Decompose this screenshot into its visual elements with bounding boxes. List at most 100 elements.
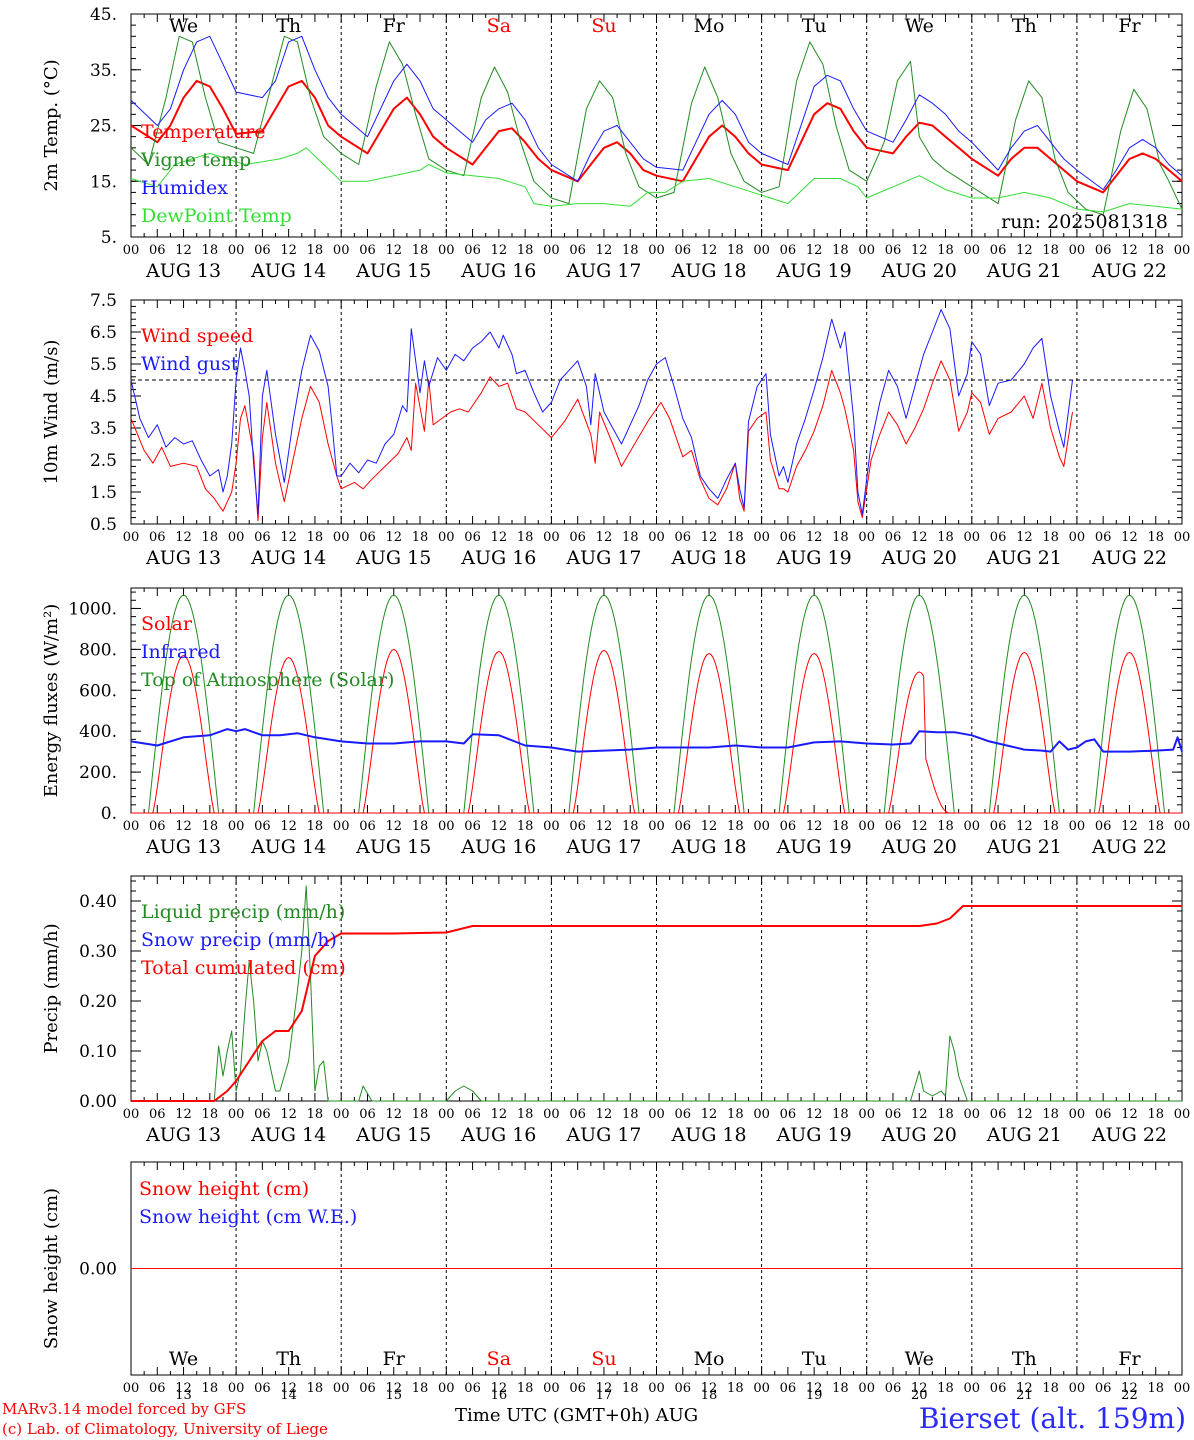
hour-tick-label: 18 (517, 1381, 534, 1396)
hour-tick-label: 00 (333, 1107, 350, 1122)
hour-tick-label: 12 (911, 1107, 928, 1122)
hour-tick-label: 18 (1147, 243, 1164, 258)
date-label: AUG 13 (145, 547, 221, 569)
hour-tick-label: 12 (385, 530, 402, 545)
weekday-label: Tu (802, 1348, 827, 1370)
hour-tick-label: 18 (517, 1107, 534, 1122)
hour-tick-label: 12 (1121, 243, 1138, 258)
hour-tick-label: 00 (123, 1381, 140, 1396)
solar-line (1098, 651, 1161, 814)
hour-tick-label: 18 (412, 530, 429, 545)
liquid-precip-mm-h--line (131, 885, 1182, 1102)
hour-tick-label: 12 (1016, 243, 1033, 258)
hour-tick-label: 12 (911, 1381, 928, 1396)
hour-tick-label: 06 (464, 1107, 481, 1122)
hour-tick-label: 12 (1016, 1381, 1033, 1396)
hour-tick-label: 18 (622, 819, 639, 834)
date-label: AUG 16 (460, 260, 536, 282)
y-tick-label: 3.5 (90, 419, 117, 439)
legend-entry: Total cumulated (cm) (141, 957, 346, 979)
hour-tick-label: 18 (832, 243, 849, 258)
y-tick-label: 1.5 (90, 483, 117, 503)
hour-tick-label: 00 (964, 1107, 981, 1122)
station-name: Bierset (alt. 159m) (918, 1402, 1186, 1435)
hour-tick-label: 12 (596, 1381, 613, 1396)
date-label: AUG 21 (986, 1124, 1062, 1146)
date-label: AUG 21 (986, 547, 1062, 569)
temperature-line (130, 79, 1183, 194)
hour-tick-label: 00 (1174, 819, 1191, 834)
date-label: AUG 19 (776, 1124, 852, 1146)
weekday-label: Fr (1118, 15, 1141, 37)
hour-tick-label: 12 (911, 243, 928, 258)
y-tick-label: 25. (90, 117, 117, 137)
hour-tick-label: 12 (1016, 819, 1033, 834)
hour-tick-label: 00 (228, 530, 245, 545)
hour-tick-label: 12 (911, 819, 928, 834)
hour-tick-label: 18 (622, 1107, 639, 1122)
toa-solar-line (568, 594, 640, 814)
hour-tick-label: 06 (675, 819, 692, 834)
y-tick-label: 0.20 (79, 992, 117, 1012)
hour-tick-label: 12 (701, 243, 718, 258)
hour-tick-label: 12 (491, 243, 508, 258)
legend-entry: Snow precip (mm/h) (141, 929, 337, 951)
date-label: AUG 20 (881, 836, 957, 858)
day-number: 22 (1121, 1388, 1138, 1403)
day-number: 19 (806, 1388, 823, 1403)
hour-tick-label: 00 (123, 530, 140, 545)
weekday-label: Th (1012, 15, 1037, 37)
date-label: AUG 19 (776, 260, 852, 282)
hour-tick-label: 00 (858, 819, 875, 834)
hour-tick-label: 18 (622, 243, 639, 258)
hour-tick-label: 06 (990, 243, 1007, 258)
date-label: AUG 22 (1091, 1124, 1167, 1146)
hour-tick-label: 06 (675, 243, 692, 258)
date-label: AUG 14 (250, 836, 326, 858)
hour-tick-label: 06 (990, 819, 1007, 834)
solar-line (257, 657, 320, 814)
legend-entry: Wind speed (141, 325, 253, 347)
solar-line (467, 650, 530, 814)
hour-tick-label: 00 (753, 819, 770, 834)
date-label: AUG 17 (565, 547, 641, 569)
plot-frame (130, 299, 1183, 525)
wind-gust-line (130, 309, 1073, 515)
hour-tick-label: 00 (543, 530, 560, 545)
hour-tick-label: 18 (832, 530, 849, 545)
weekday-label: Mo (694, 1348, 725, 1370)
y-tick-label: 0.30 (79, 942, 117, 962)
hour-tick-label: 00 (964, 819, 981, 834)
legend-entry: Wind gust (141, 353, 239, 375)
day-number: 16 (491, 1388, 508, 1403)
hour-tick-label: 12 (175, 243, 192, 258)
hour-tick-label: 00 (858, 1107, 875, 1122)
date-label: AUG 15 (355, 1124, 431, 1146)
y-tick-label: 200. (79, 763, 117, 783)
hour-tick-label: 12 (1121, 1381, 1138, 1396)
vigne-temp-line (130, 35, 1183, 216)
hour-tick-label: 18 (832, 1107, 849, 1122)
y-tick-label: 0. (101, 804, 117, 824)
hour-tick-label: 12 (491, 1107, 508, 1122)
hour-tick-label: 00 (1174, 243, 1191, 258)
date-label: AUG 17 (565, 260, 641, 282)
date-label: AUG 18 (670, 1124, 746, 1146)
hour-tick-label: 06 (254, 819, 271, 834)
y-tick-label: 0.5 (90, 515, 117, 535)
hour-tick-label: 00 (333, 1381, 350, 1396)
hour-tick-label: 12 (1016, 530, 1033, 545)
hour-tick-label: 12 (280, 1107, 297, 1122)
date-label: AUG 22 (1091, 547, 1167, 569)
y-tick-label: 6.5 (90, 323, 117, 343)
date-label: AUG 21 (986, 260, 1062, 282)
hour-tick-label: 06 (1095, 530, 1112, 545)
hour-tick-label: 18 (1042, 530, 1059, 545)
toa-solar-line (148, 594, 220, 814)
y-axis-title: 10m Wind (m/s) (41, 340, 62, 485)
wind-speed-line (130, 360, 1073, 522)
hour-tick-label: 06 (254, 243, 271, 258)
hour-tick-label: 06 (569, 1107, 586, 1122)
hour-tick-label: 00 (543, 1381, 560, 1396)
date-label: AUG 20 (881, 547, 957, 569)
